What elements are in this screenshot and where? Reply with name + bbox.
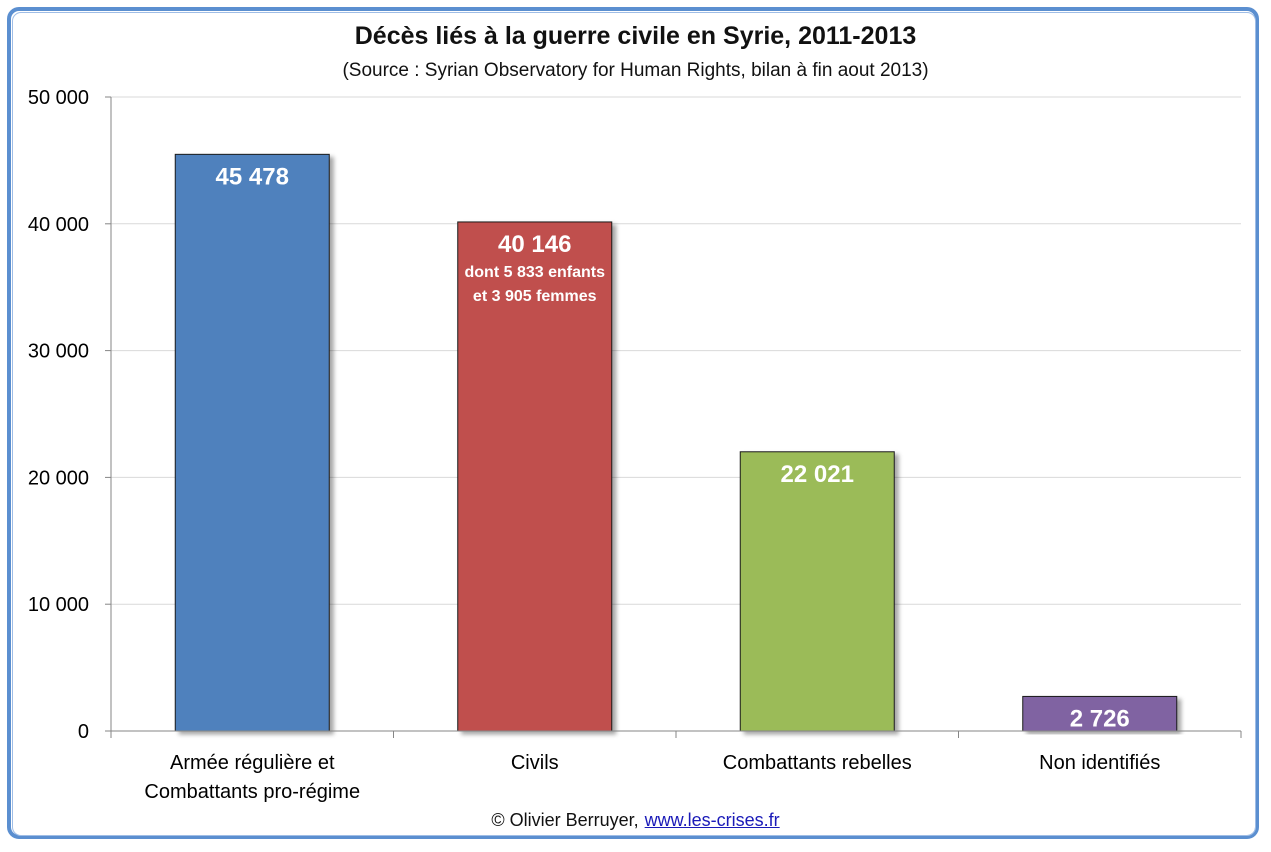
chart-subtitle: (Source : Syrian Observatory for Human R… <box>342 60 929 81</box>
x-tick-label: Combattants rebelles <box>723 752 912 774</box>
x-tick-label: Non identifiés <box>1039 752 1160 774</box>
chart-frame-inner <box>12 12 1256 836</box>
y-tick-label: 50 000 <box>28 87 89 109</box>
y-tick-label: 0 <box>78 721 89 743</box>
credit-text: © Olivier Berruyer, <box>491 810 639 830</box>
x-tick-label: Civils <box>511 752 559 774</box>
bar-value-label: 22 021 <box>781 461 854 488</box>
y-tick-label: 40 000 <box>28 214 89 236</box>
bar <box>457 221 613 732</box>
bar-annotation: dont 5 833 enfants <box>465 264 606 281</box>
bar-annotation: et 3 905 femmes <box>473 288 597 305</box>
y-tick-label: 20 000 <box>28 467 89 489</box>
bar <box>739 451 895 732</box>
bar <box>1022 695 1178 732</box>
axes <box>110 97 1242 738</box>
bars: 45 478 40 146 22 021 2 726 dont 5 833 enfant… <box>174 153 1178 732</box>
source-link[interactable]: www.les-crises.fr <box>644 810 780 830</box>
bar-value-label: 45 478 <box>216 163 289 190</box>
x-tick-label: Combattants pro-régime <box>144 781 360 803</box>
x-tick-label: Armée régulière et <box>170 752 335 774</box>
x-axis-labels: Armée régulière et Combattants pro-régime… <box>144 752 1160 803</box>
y-axis-ticks: 0 10 000 20 000 30 000 40 000 50 000 <box>28 87 111 743</box>
credit-line: © Olivier Berruyer, www.les-crises.fr <box>0 810 1271 831</box>
bar <box>174 153 330 732</box>
bar-value-label: 40 146 <box>498 231 571 258</box>
y-tick-label: 30 000 <box>28 341 89 363</box>
y-tick-label: 10 000 <box>28 594 89 616</box>
bar-value-label: 2 726 <box>1070 705 1130 732</box>
chart-title: Décès liés à la guerre civile en Syrie, … <box>354 22 917 50</box>
